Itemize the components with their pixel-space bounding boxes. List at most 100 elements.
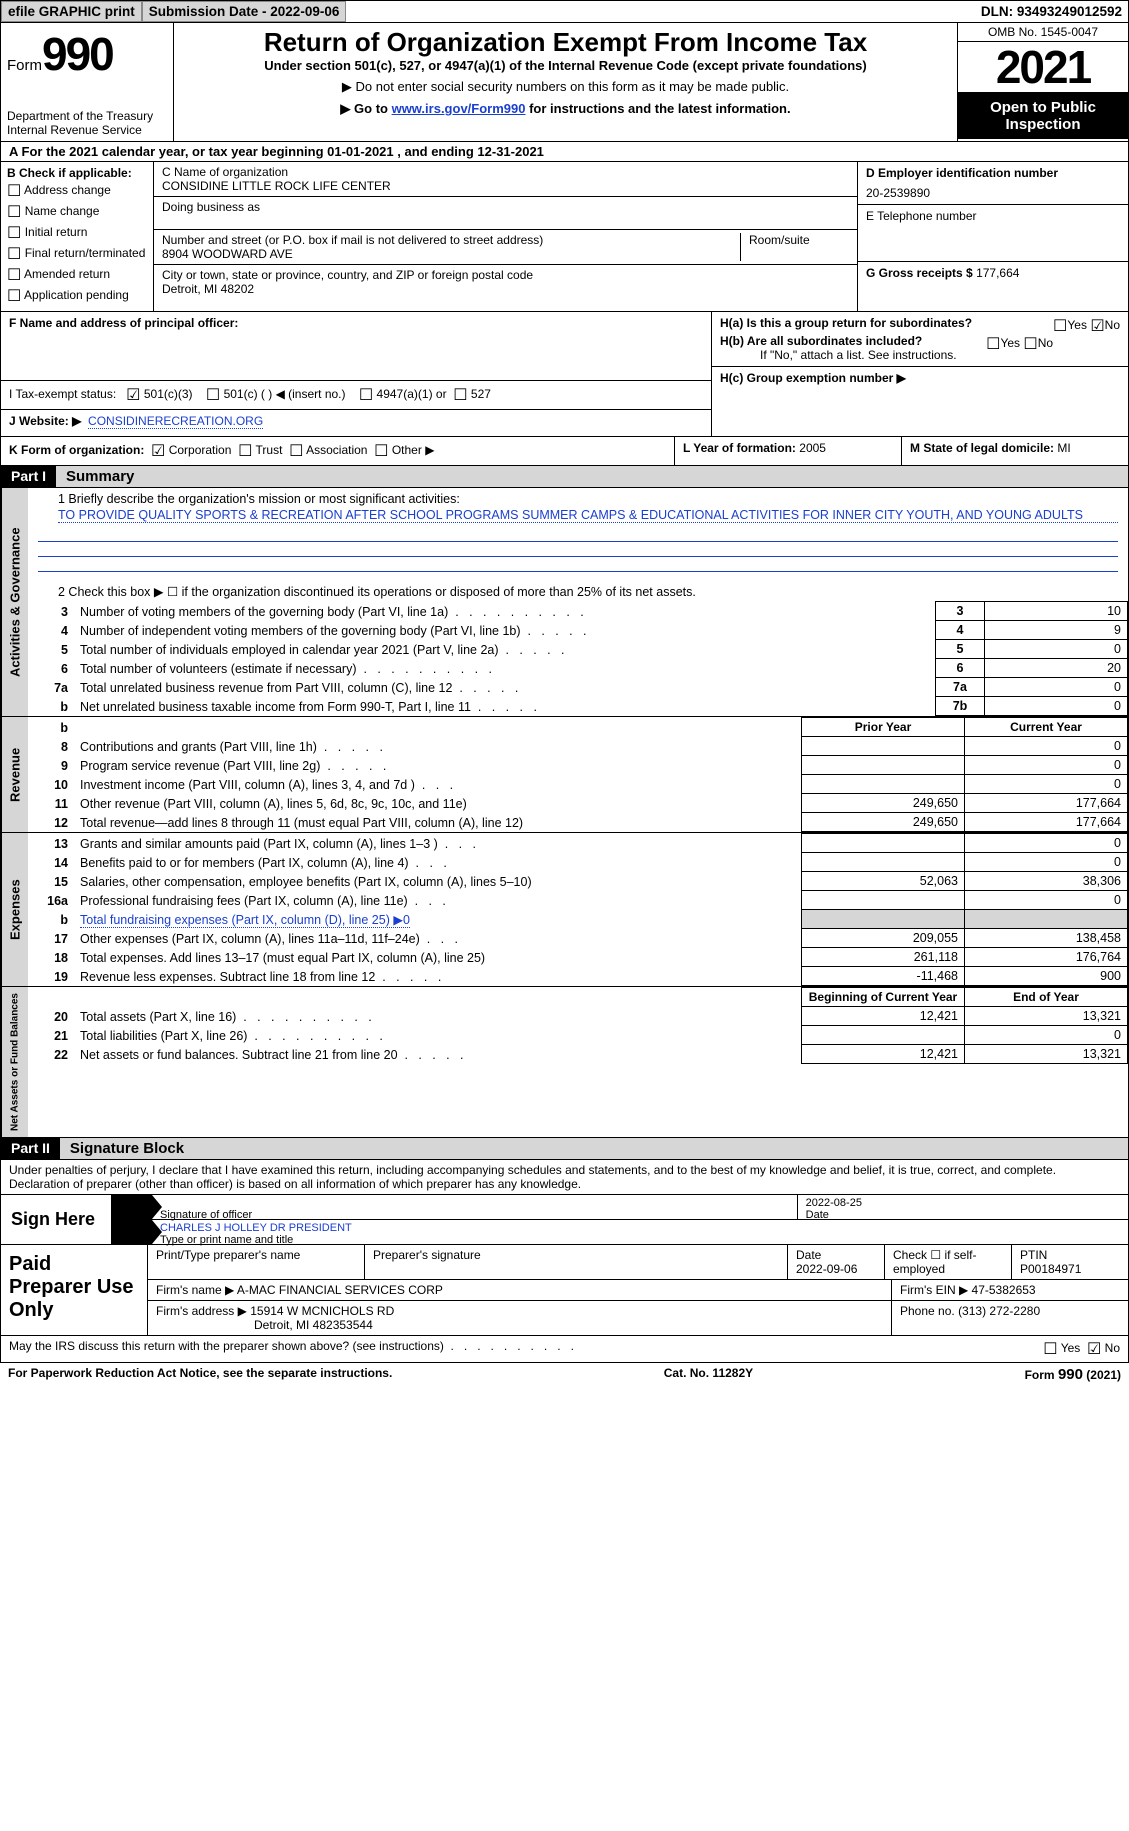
e-label: E Telephone number — [866, 209, 1120, 223]
gross-value: 177,664 — [976, 266, 1019, 280]
irs-link[interactable]: www.irs.gov/Form990 — [392, 101, 526, 116]
i-4947[interactable]: 4947(a)(1) or — [377, 387, 447, 401]
table-row: 10Investment income (Part VIII, column (… — [28, 775, 1128, 794]
discuss-row: May the IRS discuss this return with the… — [0, 1336, 1129, 1363]
d-label: D Employer identification number — [866, 166, 1120, 180]
row-a: A For the 2021 calendar year, or tax yea… — [0, 142, 1129, 162]
vlabel-governance: Activities & Governance — [1, 488, 28, 716]
header-left: Form990 Department of the Treasury Inter… — [1, 23, 174, 141]
prep-date: Date2022-09-06 — [788, 1245, 885, 1279]
k-corp[interactable]: Corporation — [169, 443, 232, 457]
i-501c[interactable]: 501(c) ( ) ◀ (insert no.) — [224, 387, 346, 401]
col-b: B Check if applicable: ☐ Address change … — [1, 162, 154, 311]
chk-initial[interactable]: ☐ Initial return — [7, 223, 147, 243]
table-row: 21Total liabilities (Part X, line 26)0 — [28, 1026, 1128, 1045]
website-value[interactable]: CONSIDINERECREATION.ORG — [88, 414, 263, 429]
form-header: Form990 Department of the Treasury Inter… — [0, 23, 1129, 142]
preparer-block: Paid Preparer Use Only Print/Type prepar… — [0, 1245, 1129, 1336]
chk-name[interactable]: ☐ Name change — [7, 202, 147, 222]
addr-value: 8904 WOODWARD AVE — [162, 247, 740, 261]
mission-text: TO PROVIDE QUALITY SPORTS & RECREATION A… — [58, 508, 1118, 523]
f-label: F Name and address of principal officer: — [1, 312, 711, 381]
k-assoc[interactable]: Association — [306, 443, 367, 457]
subtitle-3: ▶ Go to www.irs.gov/Form990 for instruct… — [184, 101, 947, 117]
table-row: 14Benefits paid to or for members (Part … — [28, 853, 1128, 872]
ein-cell: D Employer identification number 20-2539… — [858, 162, 1128, 205]
chk-final[interactable]: ☐ Final return/terminated — [7, 244, 147, 264]
h-b: H(b) Are all subordinates included? ☐Yes… — [720, 334, 1120, 348]
submission-button[interactable]: Submission Date - 2022-09-06 — [142, 1, 347, 22]
city-value: Detroit, MI 48202 — [162, 282, 849, 296]
discuss-yn: ☐ Yes ☑ No — [1043, 1339, 1120, 1359]
sub3-post: for instructions and the latest informat… — [525, 101, 790, 116]
open-to-public: Open to Public Inspection — [958, 93, 1128, 139]
row-j: J Website: ▶ CONSIDINERECREATION.ORG — [1, 409, 711, 432]
irs-label: Internal Revenue Service — [7, 123, 167, 137]
table-row: 16aProfessional fundraising fees (Part I… — [28, 891, 1128, 910]
table-row: 4Number of independent voting members of… — [28, 621, 1128, 640]
l-cell: L Year of formation: 2005 — [674, 437, 901, 465]
vlabel-net: Net Assets or Fund Balances — [1, 987, 28, 1137]
chk-application[interactable]: ☐ Application pending — [7, 286, 147, 306]
part1-tag: Part I — [1, 466, 56, 487]
footer-right: Form 990 (2021) — [1025, 1366, 1121, 1383]
form-title: Return of Organization Exempt From Incom… — [184, 27, 947, 58]
prep-self[interactable]: Check ☐ if self-employed — [885, 1245, 1012, 1279]
table-row: 6Total number of volunteers (estimate if… — [28, 659, 1128, 678]
table-row: 18Total expenses. Add lines 13–17 (must … — [28, 948, 1128, 967]
fhij-right: H(a) Is this a group return for subordin… — [711, 312, 1128, 436]
form-number: 990 — [42, 28, 113, 80]
table-row: bNet unrelated business taxable income f… — [28, 697, 1128, 716]
firm-phone: Phone no. (313) 272-2280 — [892, 1301, 1128, 1335]
table-row: 12Total revenue—add lines 8 through 11 (… — [28, 813, 1128, 832]
vlabel-expenses: Expenses — [1, 833, 28, 986]
k-other[interactable]: Other ▶ — [392, 443, 435, 457]
footer: For Paperwork Reduction Act Notice, see … — [0, 1363, 1129, 1386]
gross-cell: G Gross receipts $ 177,664 — [858, 262, 1128, 284]
h-a: H(a) Is this a group return for subordin… — [720, 316, 1120, 330]
table-row: 13Grants and similar amounts paid (Part … — [28, 834, 1128, 853]
i-501c3[interactable]: 501(c)(3) — [144, 387, 193, 401]
omb-label: OMB No. 1545-0047 — [958, 23, 1128, 42]
chk-amended[interactable]: ☐ Amended return — [7, 265, 147, 285]
table-row: 17Other expenses (Part IX, column (A), l… — [28, 929, 1128, 948]
chk-address[interactable]: ☐ Address change — [7, 181, 147, 201]
row-klm: K Form of organization: ☑ Corporation ☐ … — [0, 437, 1129, 466]
dba-label: Doing business as — [162, 200, 849, 214]
col-c: C Name of organization CONSIDINE LITTLE … — [154, 162, 857, 311]
address-box: Number and street (or P.O. box if mail i… — [154, 230, 857, 265]
sign-here-label: Sign Here — [1, 1195, 112, 1244]
table-row: bPrior YearCurrent Year — [28, 718, 1128, 737]
hb-no[interactable]: No — [1038, 336, 1053, 350]
ha-yes[interactable]: Yes — [1067, 318, 1087, 332]
line-2: 2 Check this box ▶ ☐ if the organization… — [28, 582, 1128, 601]
hb-yes[interactable]: Yes — [1000, 336, 1020, 350]
sig-cell: Signature of officer — [152, 1195, 798, 1219]
prep-name-label: Print/Type preparer's name — [148, 1245, 365, 1279]
header-right: OMB No. 1545-0047 2021 Open to Public In… — [957, 23, 1128, 141]
prep-ptin: PTINP00184971 — [1012, 1245, 1128, 1279]
efile-button[interactable]: efile GRAPHIC print — [1, 1, 142, 22]
k-label: K Form of organization: — [9, 443, 144, 457]
table-row: 3Number of voting members of the governi… — [28, 602, 1128, 621]
ha-no[interactable]: No — [1105, 318, 1120, 332]
k-trust[interactable]: Trust — [256, 443, 283, 457]
ha-label: H(a) Is this a group return for subordin… — [720, 316, 972, 330]
room-label: Room/suite — [740, 233, 849, 261]
blank-line-1 — [38, 527, 1118, 542]
governance-table: 3Number of voting members of the governi… — [28, 601, 1128, 716]
row-i: I Tax-exempt status: ☑ 501(c)(3) ☐ 501(c… — [9, 385, 703, 405]
m-cell: M State of legal domicile: MI — [901, 437, 1128, 465]
footer-left: For Paperwork Reduction Act Notice, see … — [8, 1366, 392, 1383]
b-label: B Check if applicable: — [7, 166, 147, 180]
hb-note: If "No," attach a list. See instructions… — [760, 348, 1120, 362]
mission-label: 1 Briefly describe the organization's mi… — [58, 492, 1118, 506]
jurat-text: Under penalties of perjury, I declare th… — [1, 1160, 1128, 1195]
i-label: I Tax-exempt status: — [9, 387, 116, 401]
sub3-pre: ▶ Go to — [340, 101, 391, 116]
part2-tag: Part II — [1, 1138, 60, 1159]
i-527[interactable]: 527 — [471, 387, 491, 401]
form-prefix: Form — [7, 57, 42, 74]
city-label: City or town, state or province, country… — [162, 268, 849, 282]
mission-section: 1 Briefly describe the organization's mi… — [28, 488, 1128, 527]
